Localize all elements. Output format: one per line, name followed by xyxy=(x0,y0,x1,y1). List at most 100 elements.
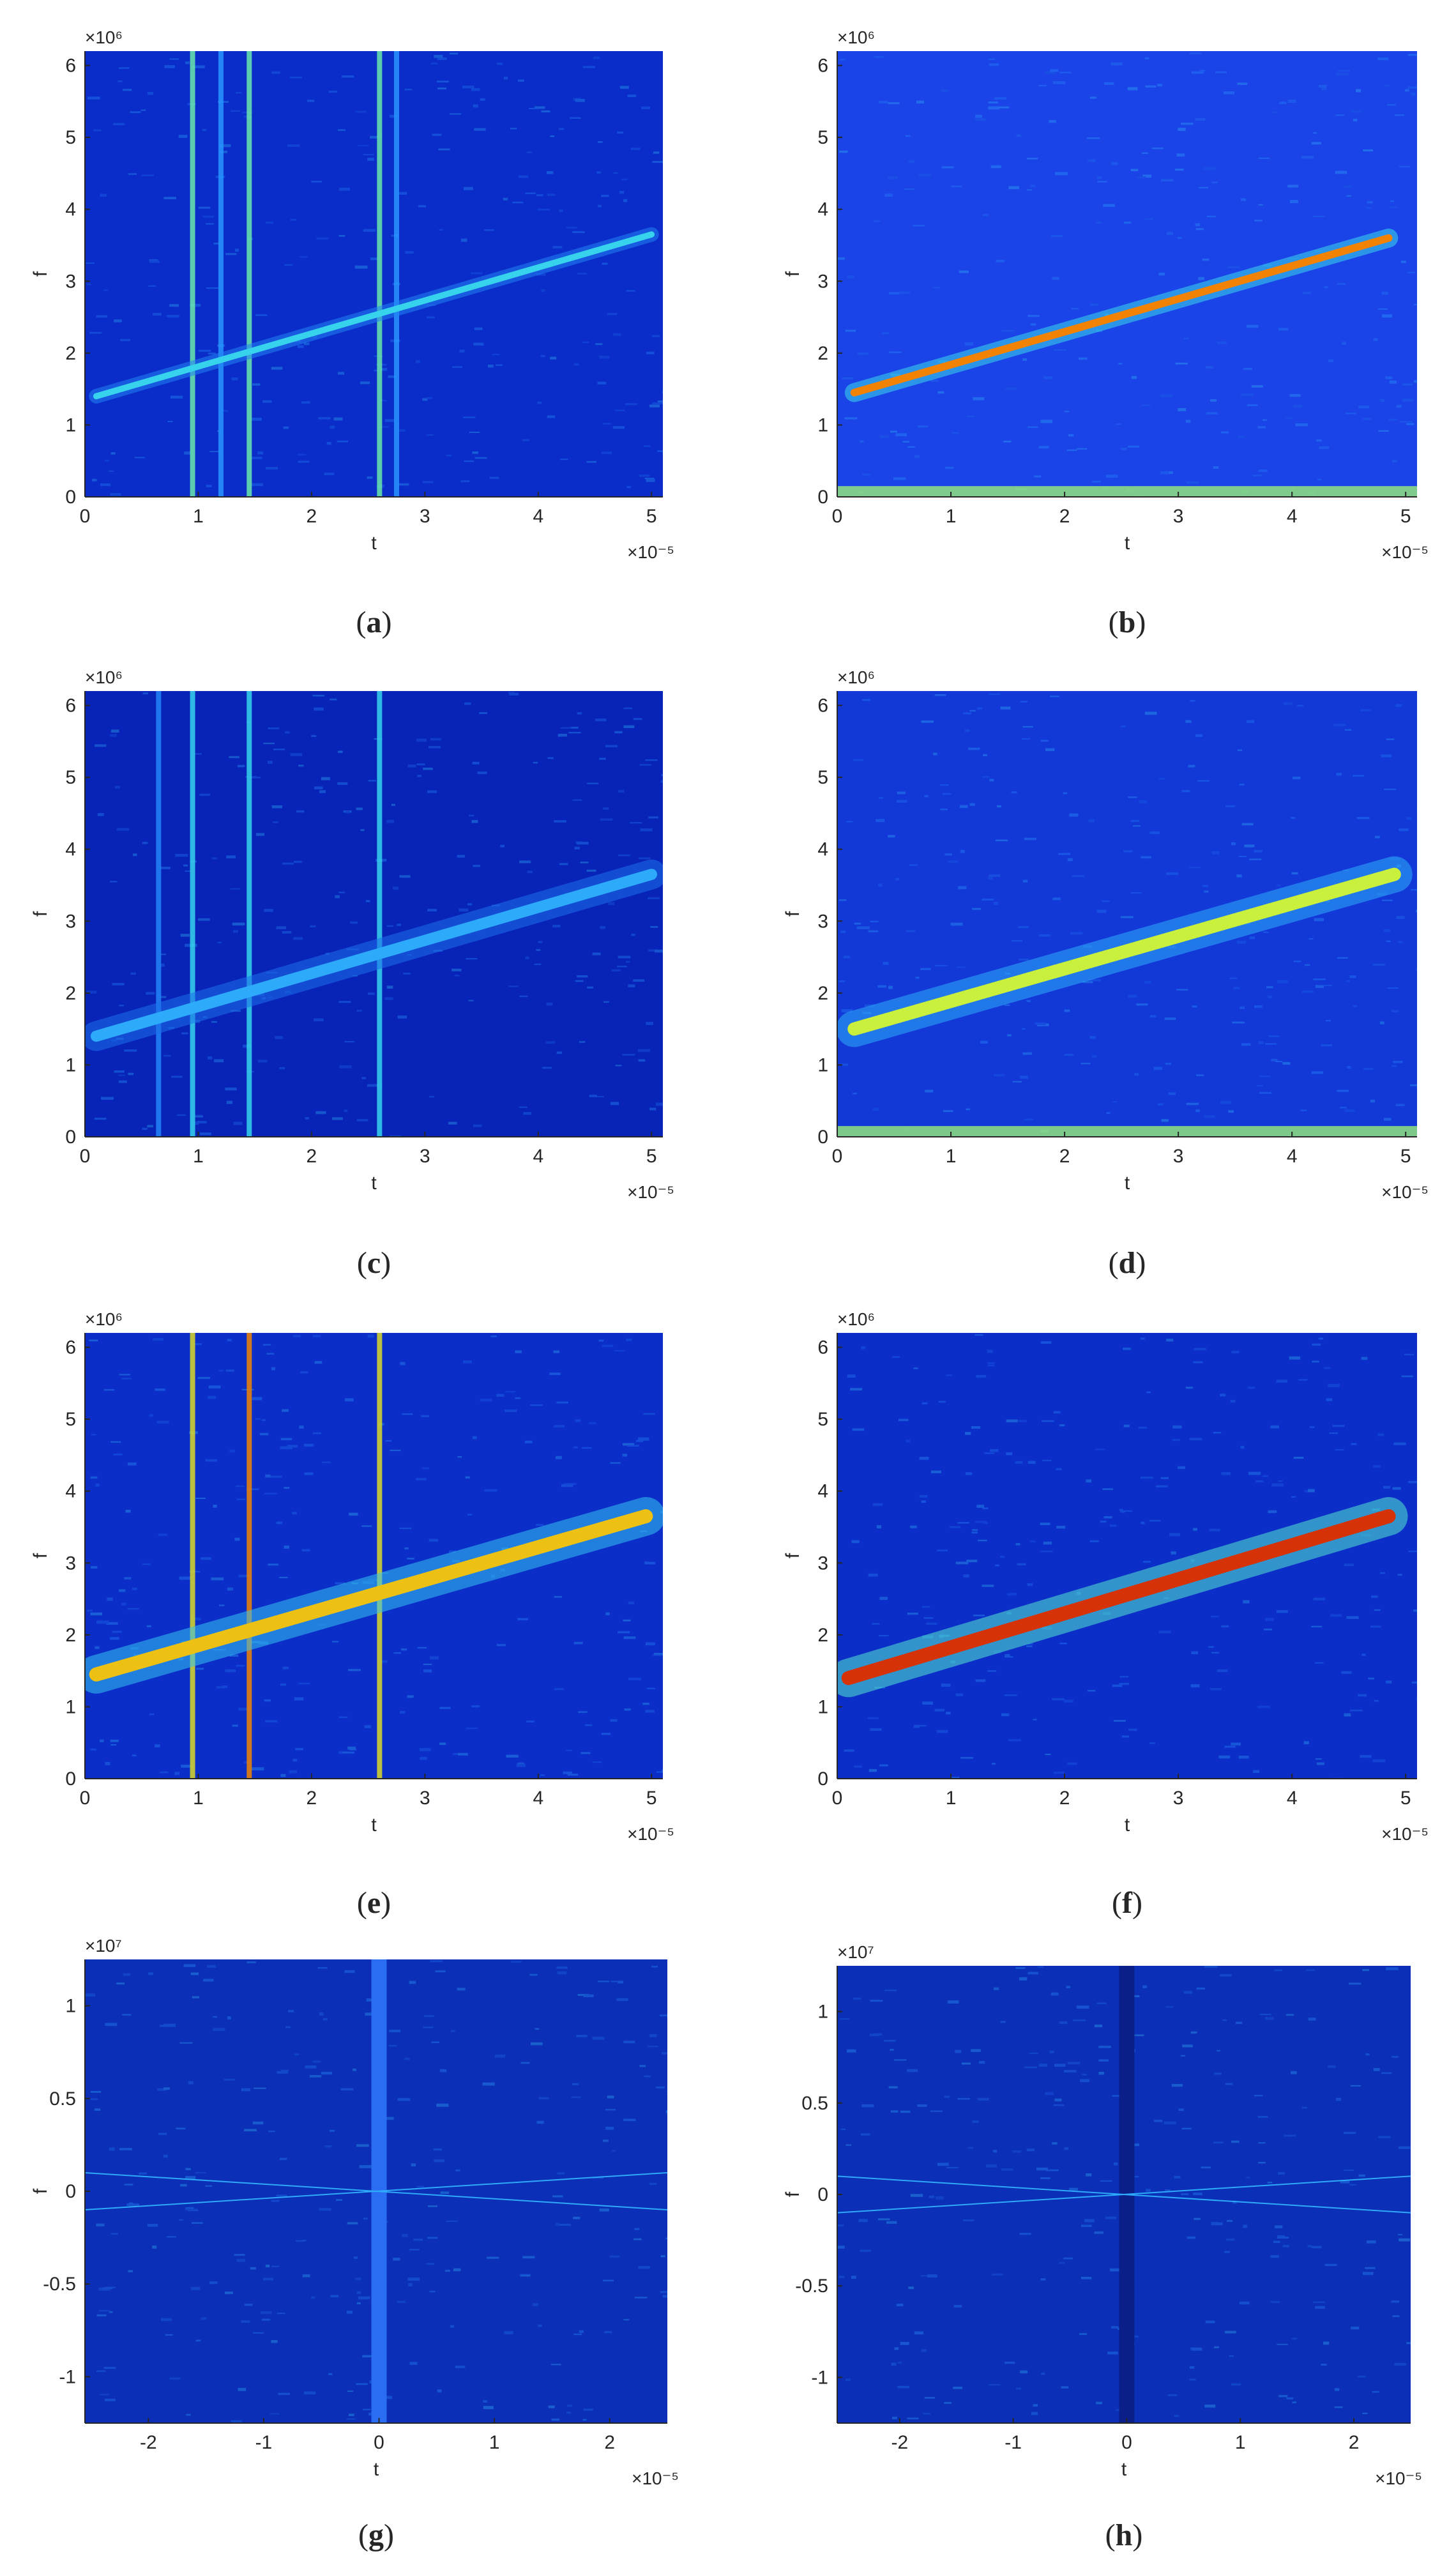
x-tick-label: 3 xyxy=(420,1788,430,1809)
y-tick-label: 4 xyxy=(65,839,76,860)
x-tick-label: 3 xyxy=(420,1146,430,1167)
heatmap-area xyxy=(85,1959,667,2423)
y-exponent-label: ×10⁶ xyxy=(837,667,875,687)
y-tick-label: 2 xyxy=(65,1625,76,1646)
x-exponent-label: ×10⁻⁵ xyxy=(627,1824,674,1844)
y-tick-label: 2 xyxy=(817,343,828,364)
low-frequency-band xyxy=(837,1126,1417,1137)
low-frequency-band xyxy=(837,486,1417,497)
vertical-artifact-line xyxy=(190,51,195,497)
panel-a: 0 1 2 3 4 5 0 1 2 3 4 5 6 t f ×10⁻⁵ ×10⁶ (a) xyxy=(30,27,674,639)
y-tick-label: 0 xyxy=(817,487,828,508)
y-exponent-label: ×10⁶ xyxy=(837,1309,875,1329)
y-tick-label: 1 xyxy=(817,414,828,436)
y-tick-label: 0 xyxy=(817,1127,828,1148)
x-tick-label: 1 xyxy=(946,1788,957,1809)
x-tick-label: 3 xyxy=(1173,1146,1184,1167)
x-tick-label: 3 xyxy=(420,506,430,527)
x-tick-label: 1 xyxy=(1235,2432,1246,2453)
x-tick-label: 1 xyxy=(193,1788,204,1809)
heatmap-background xyxy=(837,51,1417,497)
x-tick-label: 0 xyxy=(832,1146,843,1167)
y-tick-label: 0 xyxy=(65,2181,76,2202)
x-tick-label: 5 xyxy=(1400,1788,1411,1809)
y-tick-label: 1 xyxy=(65,414,76,436)
heatmap-area xyxy=(85,691,663,1137)
y-axis-label: f xyxy=(30,1553,51,1558)
y-tick-label: 1 xyxy=(65,1996,76,2017)
y-tick-label: 3 xyxy=(65,1553,76,1574)
y-tick-label: -0.5 xyxy=(795,2276,828,2297)
x-tick-label: 0 xyxy=(80,1788,91,1809)
y-tick-label: 4 xyxy=(817,199,828,220)
heatmap-texture xyxy=(86,52,663,496)
y-tick-label: 5 xyxy=(65,1409,76,1430)
heatmap-texture xyxy=(837,1966,1411,2423)
y-tick-label: 0 xyxy=(817,2184,828,2205)
x-tick-label: 0 xyxy=(374,2432,384,2453)
y-axis-label: f xyxy=(782,271,803,277)
x-axis-label: t xyxy=(1125,533,1130,554)
y-axis-label: f xyxy=(782,911,803,916)
heatmap-texture xyxy=(86,692,663,1137)
y-tick-label: 2 xyxy=(817,1625,828,1646)
heatmap-area xyxy=(837,1966,1411,2423)
vertical-artifact-line xyxy=(246,51,252,497)
heatmap-background xyxy=(85,51,663,497)
x-axis-label: t xyxy=(1125,1173,1130,1194)
y-axis-label: f xyxy=(30,911,51,916)
heatmap-area xyxy=(837,693,1417,1137)
x-axis-label: t xyxy=(374,2459,379,2480)
x-tick-label: 0 xyxy=(832,1788,843,1809)
y-tick-label: 1 xyxy=(817,1054,828,1076)
cross-line xyxy=(837,2175,1411,2214)
y-axis-label: f xyxy=(30,271,51,277)
y-tick-label: 3 xyxy=(817,1553,828,1574)
vertical-artifact-line xyxy=(246,691,252,1137)
y-axis-label: f xyxy=(782,2191,803,2197)
y-exponent-label: ×10⁶ xyxy=(837,27,875,47)
y-tick-label: 1 xyxy=(817,1696,828,1717)
y-exponent-label: ×10⁷ xyxy=(837,1942,874,1962)
y-tick-label: 6 xyxy=(65,56,76,77)
y-exponent-label: ×10⁶ xyxy=(85,27,123,47)
y-tick-label: 5 xyxy=(817,1409,828,1430)
chirp-ridge xyxy=(89,1509,653,1682)
panel-e: 0 1 2 3 4 5 0 1 2 3 4 5 6 t f ×10⁻⁵ ×10⁶ (e) xyxy=(30,1309,674,1920)
y-tick-label: 6 xyxy=(817,1337,828,1358)
x-tick-label: 4 xyxy=(533,1788,543,1809)
x-exponent-label: ×10⁻⁵ xyxy=(632,2468,679,2488)
x-tick-label: 2 xyxy=(1059,1146,1070,1167)
chirp-ridge xyxy=(841,1509,1396,1685)
vertical-artifact-line xyxy=(377,1333,383,1779)
y-tick-label: 0.5 xyxy=(49,2088,76,2110)
chirp-ridge xyxy=(90,869,658,1042)
x-tick-label: 4 xyxy=(533,506,543,527)
panel-caption: (c) xyxy=(357,1246,391,1280)
y-tick-label: 3 xyxy=(65,911,76,932)
x-tick-label: 0 xyxy=(80,506,91,527)
heatmap-texture xyxy=(844,1334,1417,1779)
panel-f: 0 1 2 3 4 5 0 1 2 3 4 5 6 t f ×10⁻⁵ ×10⁶ (f) xyxy=(782,1309,1429,1920)
x-tick-label: 1 xyxy=(946,1146,957,1167)
y-tick-label: 3 xyxy=(817,911,828,932)
x-tick-label: 1 xyxy=(193,506,204,527)
panel-g: -2 -1 0 1 2 -1 -0.5 0 0.5 1 t f ×10⁻⁵ ×10⁷ (g) xyxy=(30,1936,679,2552)
x-tick-label: -2 xyxy=(891,2432,908,2453)
y-tick-label: 6 xyxy=(817,56,828,77)
x-tick-label: 3 xyxy=(1173,1788,1184,1809)
panel-caption: (d) xyxy=(1109,1246,1146,1280)
x-tick-label: 2 xyxy=(1349,2432,1360,2453)
panel-caption: (f) xyxy=(1112,1886,1142,1920)
y-tick-label: 4 xyxy=(65,1481,76,1502)
vertical-artifact-line xyxy=(218,51,224,497)
x-tick-label: 0 xyxy=(832,506,843,527)
x-tick-label: 2 xyxy=(1059,1788,1070,1809)
vertical-artifact-line xyxy=(377,51,383,497)
y-exponent-label: ×10⁶ xyxy=(85,1309,123,1329)
panel-caption: (b) xyxy=(1109,605,1146,639)
y-exponent-label: ×10⁶ xyxy=(85,667,123,687)
x-tick-label: 2 xyxy=(307,1788,317,1809)
y-tick-label: 1 xyxy=(65,1054,76,1076)
